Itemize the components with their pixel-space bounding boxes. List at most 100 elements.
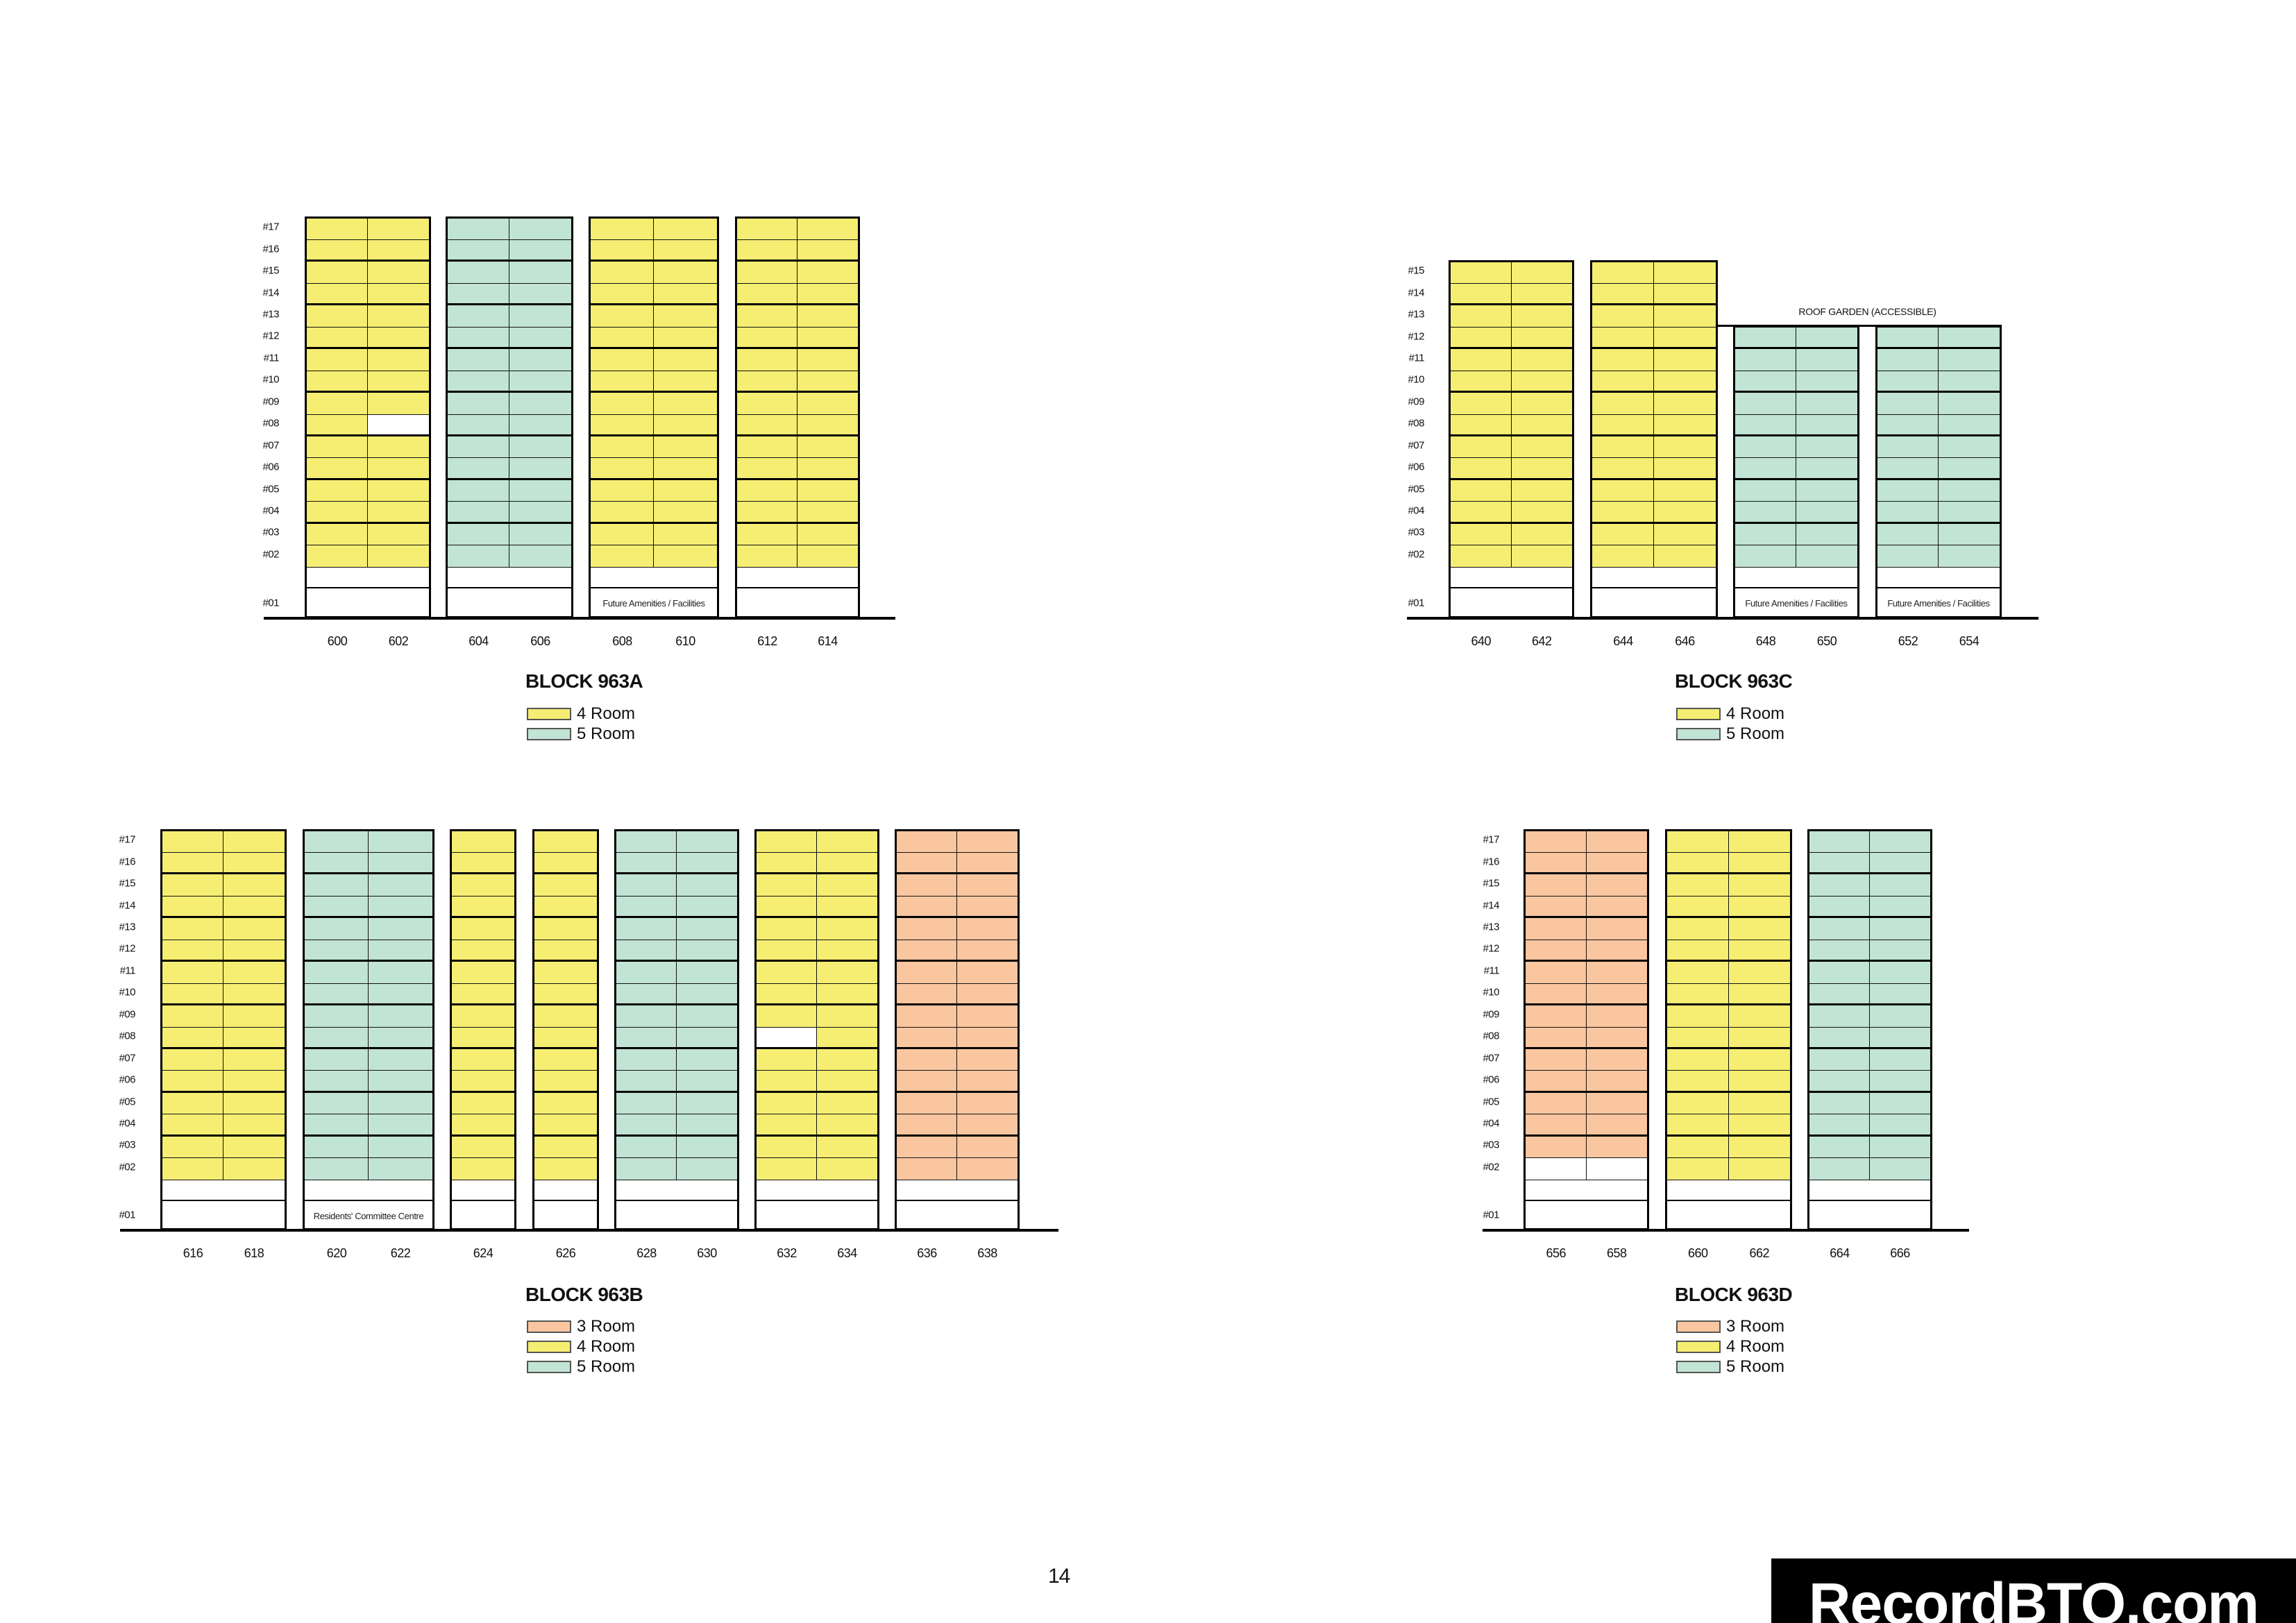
unit-cell[interactable] bbox=[817, 962, 877, 984]
unit-cell[interactable] bbox=[616, 831, 677, 853]
unit-cell[interactable] bbox=[1511, 479, 1572, 502]
unit-cell[interactable] bbox=[448, 349, 509, 371]
unit-cell[interactable] bbox=[797, 349, 858, 371]
unit-cell[interactable] bbox=[509, 327, 571, 350]
unit-cell[interactable] bbox=[677, 1005, 737, 1028]
unit-cell[interactable] bbox=[509, 305, 571, 328]
unit-cell[interactable] bbox=[737, 371, 797, 393]
unit-cell[interactable] bbox=[591, 218, 654, 240]
unit-cell[interactable] bbox=[616, 1136, 677, 1159]
unit-cell[interactable] bbox=[1939, 502, 2000, 524]
unit-cell[interactable] bbox=[897, 896, 957, 919]
unit-cell[interactable] bbox=[448, 283, 509, 306]
unit-cell[interactable] bbox=[1654, 349, 1716, 371]
unit-cell[interactable] bbox=[737, 283, 797, 306]
unit-cell[interactable] bbox=[1809, 918, 1870, 940]
unit-cell[interactable] bbox=[223, 1158, 285, 1180]
unit-cell[interactable] bbox=[677, 896, 737, 919]
unit-cell[interactable] bbox=[1870, 1071, 1930, 1093]
unit-cell[interactable] bbox=[1511, 545, 1572, 568]
unit-cell[interactable] bbox=[448, 436, 509, 459]
unit-cell[interactable] bbox=[1870, 962, 1930, 984]
unit-cell[interactable] bbox=[1796, 371, 1857, 393]
unit-cell[interactable] bbox=[1667, 1027, 1729, 1049]
unit-cell[interactable] bbox=[509, 523, 571, 546]
unit-cell[interactable] bbox=[1526, 1114, 1587, 1137]
unit-cell[interactable] bbox=[534, 1092, 597, 1115]
unit-cell[interactable] bbox=[757, 983, 817, 1006]
unit-cell[interactable] bbox=[305, 1114, 369, 1137]
unit-cell[interactable] bbox=[957, 1136, 1018, 1159]
unit-cell[interactable] bbox=[757, 1071, 817, 1093]
unit-cell[interactable] bbox=[1870, 1092, 1930, 1115]
unit-cell[interactable] bbox=[616, 1114, 677, 1137]
unit-cell[interactable] bbox=[591, 305, 654, 328]
unit-cell[interactable] bbox=[1939, 458, 2000, 480]
unit-cell[interactable] bbox=[509, 393, 571, 415]
unit-cell[interactable] bbox=[1870, 918, 1930, 940]
unit-cell[interactable] bbox=[305, 1048, 369, 1071]
unit-cell[interactable] bbox=[452, 853, 514, 875]
unit-cell[interactable] bbox=[162, 1114, 223, 1137]
unit-cell[interactable] bbox=[1667, 874, 1729, 897]
unit-cell[interactable] bbox=[223, 962, 285, 984]
unit-cell[interactable] bbox=[448, 414, 509, 436]
unit-cell[interactable] bbox=[509, 502, 571, 524]
unit-cell[interactable] bbox=[654, 414, 717, 436]
unit-cell[interactable] bbox=[369, 1158, 432, 1180]
unit-cell[interactable] bbox=[591, 262, 654, 284]
unit-cell[interactable] bbox=[591, 479, 654, 502]
unit-cell[interactable] bbox=[1451, 458, 1512, 480]
unit-cell[interactable] bbox=[817, 853, 877, 875]
unit-cell[interactable] bbox=[1654, 458, 1716, 480]
unit-cell[interactable] bbox=[534, 1048, 597, 1071]
unit-cell[interactable] bbox=[1654, 479, 1716, 502]
unit-cell[interactable] bbox=[162, 896, 223, 919]
unit-cell[interactable] bbox=[797, 414, 858, 436]
unit-cell[interactable] bbox=[307, 545, 368, 568]
unit-cell[interactable] bbox=[1586, 1071, 1647, 1093]
unit-cell[interactable] bbox=[223, 1092, 285, 1115]
unit-cell[interactable] bbox=[897, 983, 957, 1006]
unit-cell[interactable] bbox=[757, 1136, 817, 1159]
unit-cell[interactable] bbox=[1586, 831, 1647, 853]
unit-cell[interactable] bbox=[1809, 1027, 1870, 1049]
unit-cell[interactable] bbox=[1586, 940, 1647, 962]
unit-cell[interactable] bbox=[1728, 1048, 1790, 1071]
unit-cell[interactable] bbox=[1735, 502, 1796, 524]
unit-cell[interactable] bbox=[452, 1114, 514, 1137]
unit-cell[interactable] bbox=[452, 983, 514, 1006]
unit-cell[interactable] bbox=[654, 436, 717, 459]
unit-cell[interactable] bbox=[1451, 545, 1512, 568]
unit-cell[interactable] bbox=[817, 1027, 877, 1049]
unit-cell[interactable] bbox=[1526, 1027, 1587, 1049]
unit-cell[interactable] bbox=[1796, 523, 1857, 546]
unit-cell[interactable] bbox=[957, 918, 1018, 940]
unit-cell[interactable] bbox=[1654, 414, 1716, 436]
unit-cell[interactable] bbox=[1511, 305, 1572, 328]
unit-cell[interactable] bbox=[369, 962, 432, 984]
unit-cell[interactable] bbox=[1870, 1048, 1930, 1071]
unit-cell[interactable] bbox=[1939, 371, 2000, 393]
unit-cell[interactable] bbox=[223, 1071, 285, 1093]
unit-cell[interactable] bbox=[452, 1005, 514, 1028]
unit-cell[interactable] bbox=[757, 896, 817, 919]
unit-cell[interactable] bbox=[817, 896, 877, 919]
unit-cell[interactable] bbox=[1654, 436, 1716, 459]
unit-cell[interactable] bbox=[1728, 1158, 1790, 1180]
unit-cell[interactable] bbox=[509, 458, 571, 480]
unit-cell[interactable] bbox=[1728, 853, 1790, 875]
unit-cell[interactable] bbox=[534, 940, 597, 962]
unit-cell[interactable] bbox=[817, 1136, 877, 1159]
unit-cell[interactable] bbox=[1809, 962, 1870, 984]
unit-cell[interactable] bbox=[368, 523, 429, 546]
unit-cell[interactable] bbox=[223, 1136, 285, 1159]
unit-cell[interactable] bbox=[1728, 918, 1790, 940]
unit-cell[interactable] bbox=[1654, 502, 1716, 524]
unit-cell[interactable] bbox=[1511, 371, 1572, 393]
unit-cell[interactable] bbox=[162, 831, 223, 853]
unit-cell[interactable] bbox=[305, 896, 369, 919]
unit-cell[interactable] bbox=[797, 545, 858, 568]
unit-cell[interactable] bbox=[737, 545, 797, 568]
unit-cell[interactable] bbox=[897, 1027, 957, 1049]
